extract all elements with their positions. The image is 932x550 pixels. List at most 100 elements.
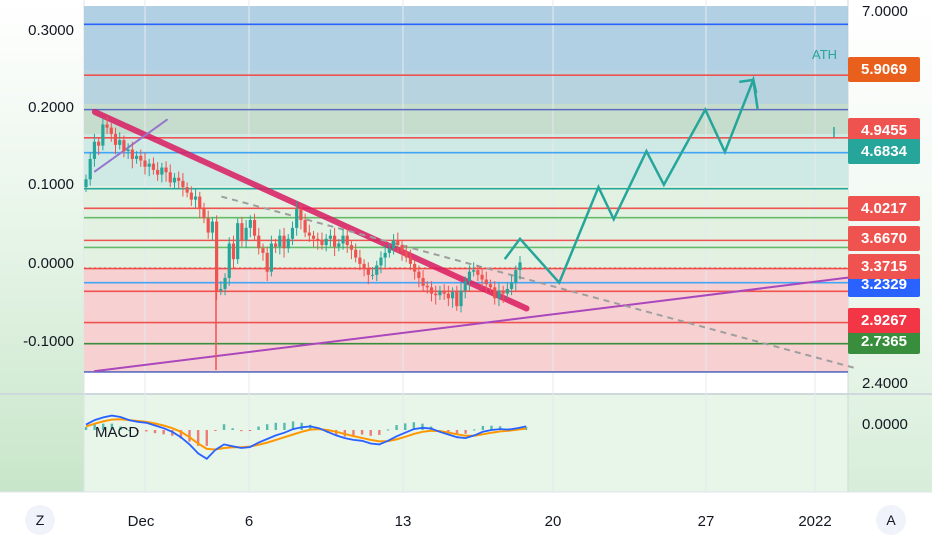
candle-body-64 bbox=[354, 249, 358, 258]
macd-hist-12 bbox=[188, 430, 191, 442]
candle-body-79 bbox=[417, 271, 421, 278]
macd-hist-46 bbox=[481, 425, 485, 430]
projection-path[interactable] bbox=[503, 75, 835, 285]
candle-body-54 bbox=[311, 235, 316, 239]
candle-body-41 bbox=[257, 235, 261, 249]
macd-hist-31 bbox=[352, 430, 355, 437]
candle-body-15 bbox=[147, 163, 151, 167]
macd-hist-14 bbox=[205, 430, 208, 446]
ath-annotation: ATH bbox=[812, 47, 838, 62]
candle-body-32 bbox=[219, 288, 223, 291]
macd-hist-24 bbox=[291, 421, 295, 430]
macd-hist-10 bbox=[171, 430, 174, 436]
macd-hist-39 bbox=[421, 423, 424, 430]
candle-body-53 bbox=[307, 232, 311, 236]
candle-body-49 bbox=[290, 227, 295, 239]
macd-hist-23 bbox=[283, 422, 286, 430]
macd-hist-34 bbox=[378, 430, 381, 435]
macd-hist-35 bbox=[386, 429, 390, 431]
macd-hist-4 bbox=[119, 426, 122, 430]
left-tick-3: 0.0000 bbox=[28, 255, 74, 272]
macd-hist-45 bbox=[473, 429, 476, 431]
macd-hist-33 bbox=[369, 430, 372, 436]
candle-body-59 bbox=[333, 235, 337, 247]
candle-body-77 bbox=[408, 257, 413, 264]
candle-body-44 bbox=[269, 243, 273, 272]
candle-body-85 bbox=[442, 290, 446, 294]
z-button[interactable]: Z bbox=[25, 505, 55, 535]
candle-body-30 bbox=[210, 221, 215, 233]
macd-hist-2 bbox=[102, 423, 105, 430]
price-tag-7: 2.9267 bbox=[848, 308, 920, 333]
price-tag-2: 4.6834 bbox=[848, 139, 920, 164]
x-tick-4: 27 bbox=[697, 513, 715, 530]
price-tag-1: 4.9455 bbox=[848, 118, 920, 143]
candle-body-67 bbox=[366, 268, 370, 275]
price-tag-5: 3.3715 bbox=[848, 254, 920, 279]
candle-body-57 bbox=[324, 238, 328, 246]
macd-hist-29 bbox=[334, 430, 338, 436]
candle-body-21 bbox=[172, 177, 177, 183]
candle-body-72 bbox=[387, 248, 391, 253]
macd-hist-6 bbox=[136, 430, 139, 432]
candle-body-33 bbox=[223, 277, 227, 289]
a-button[interactable]: A bbox=[876, 505, 906, 535]
candle-body-87 bbox=[450, 292, 455, 299]
candle-body-61 bbox=[341, 235, 345, 244]
candle-body-37 bbox=[240, 223, 244, 241]
macd-hist-11 bbox=[179, 430, 183, 439]
macd-hist-48 bbox=[498, 426, 502, 430]
candle-body-12 bbox=[134, 155, 139, 159]
candle-body-62 bbox=[345, 235, 349, 246]
candle-body-78 bbox=[413, 263, 417, 272]
candle-body-55 bbox=[316, 238, 320, 241]
zone-top bbox=[84, 6, 848, 70]
macd-hist-1 bbox=[93, 424, 96, 430]
price-tag-4: 3.6670 bbox=[848, 226, 920, 251]
macd-hist-22 bbox=[274, 422, 278, 430]
macd-hist-51 bbox=[524, 426, 528, 430]
macd-hist-0 bbox=[84, 427, 88, 430]
candle-body-16 bbox=[151, 163, 156, 170]
trendline-2 bbox=[93, 118, 168, 173]
macd-pane[interactable] bbox=[84, 395, 848, 492]
macd-hist-38 bbox=[412, 422, 416, 430]
candle-body-45 bbox=[274, 243, 278, 247]
candle-body-65 bbox=[358, 257, 362, 264]
candle-body-90 bbox=[463, 281, 467, 291]
candle-body-8 bbox=[118, 140, 122, 145]
candle-body-99 bbox=[501, 290, 505, 294]
candle-body-93 bbox=[476, 270, 480, 275]
candle-body-14 bbox=[143, 160, 147, 167]
macd-hist-44 bbox=[464, 430, 467, 434]
candle-body-35 bbox=[231, 243, 236, 260]
trendline-0 bbox=[91, 108, 530, 312]
candle-body-7 bbox=[113, 133, 118, 145]
candle-body-4 bbox=[101, 124, 105, 146]
candle-body-6 bbox=[109, 127, 113, 134]
trendlines[interactable] bbox=[91, 108, 859, 373]
candle-body-75 bbox=[400, 245, 404, 252]
left-axis-panel bbox=[0, 0, 84, 492]
candle-body-29 bbox=[206, 218, 210, 233]
macd-hist-5 bbox=[127, 430, 131, 431]
candle-body-84 bbox=[438, 290, 442, 296]
candle-body-24 bbox=[185, 187, 189, 193]
candle-body-3 bbox=[97, 141, 101, 146]
candle-body-42 bbox=[261, 248, 265, 253]
candle-body-96 bbox=[488, 284, 493, 288]
candle-body-56 bbox=[320, 240, 324, 246]
projection-polyline bbox=[503, 75, 759, 285]
candle-body-68 bbox=[370, 274, 375, 276]
macd-hist-8 bbox=[153, 430, 157, 434]
candle-body-0 bbox=[84, 179, 88, 188]
candle-body-74 bbox=[396, 240, 400, 246]
macd-hist-19 bbox=[248, 430, 252, 431]
left-tick-1: 0.2000 bbox=[28, 99, 74, 116]
macd-hist-18 bbox=[240, 430, 243, 432]
right-tick-1: 2.4000 bbox=[862, 375, 908, 392]
candle-body-43 bbox=[265, 252, 269, 272]
candle-body-51 bbox=[299, 209, 303, 221]
